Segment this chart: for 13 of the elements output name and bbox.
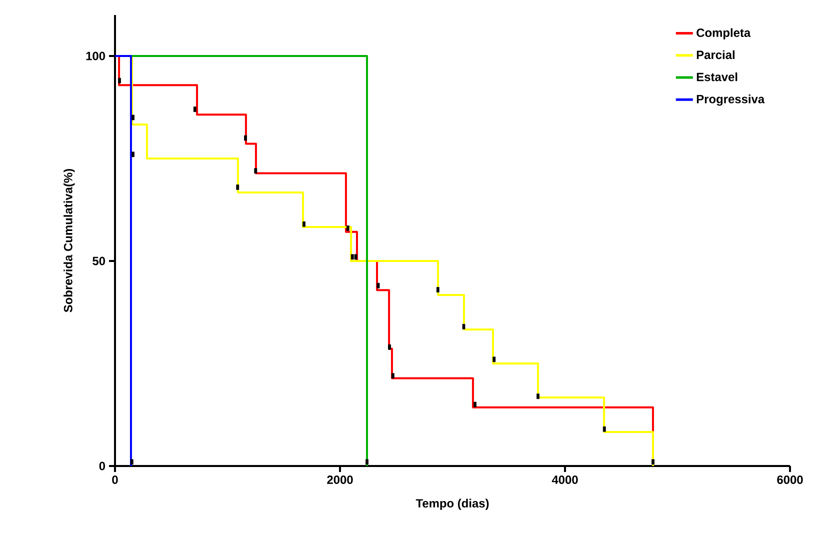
legend-label: Estavel (696, 72, 738, 82)
x-axis-title: Tempo (dias) (416, 498, 489, 510)
y-tick-label: 0 (99, 462, 106, 470)
x-tick-label: 0 (112, 476, 118, 484)
x-tick-label: 6000 (777, 476, 803, 484)
legend-label: Completa (696, 28, 751, 40)
y-axis-title: Sobrevida Cumulativa(%) (64, 169, 75, 312)
x-tick-label: 2000 (327, 476, 353, 484)
legend-label: Progressiva (696, 94, 765, 106)
x-tick-label: 4000 (552, 476, 578, 484)
y-tick-label: 100 (86, 52, 106, 60)
y-tick-label: 50 (92, 256, 106, 266)
legend-label: Parcial (696, 50, 734, 60)
